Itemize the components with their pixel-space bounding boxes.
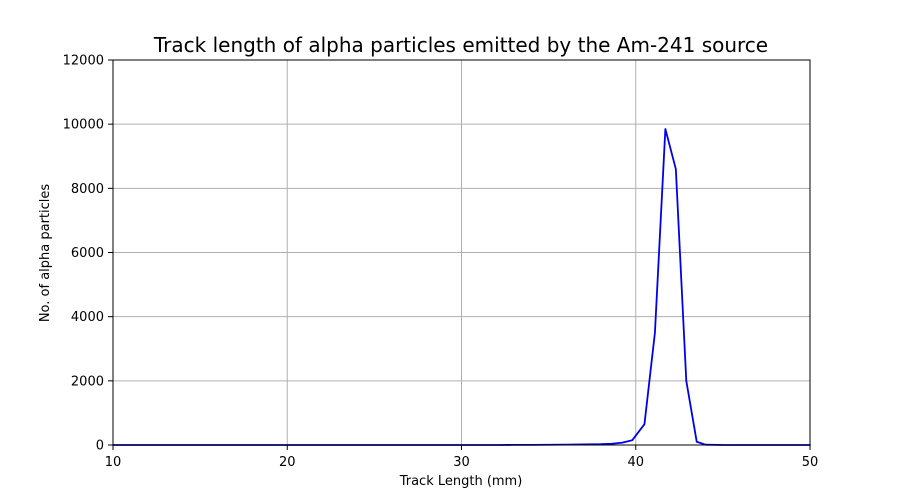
y-tick-label-2: 4000 <box>71 310 104 325</box>
grid-lines <box>112 59 811 446</box>
y-tick-label-1: 2000 <box>71 374 104 389</box>
x-tick-label-1: 20 <box>279 455 296 470</box>
tick-layer: 10 20 30 40 50 0 2000 4000 6000 8000 10000 12000 <box>63 54 819 471</box>
x-axis-label: Track Length (mm) <box>399 474 523 489</box>
chart-title: Track length of alpha particles emitted … <box>153 33 768 57</box>
x-tick-label-2: 30 <box>453 455 470 470</box>
y-axis-label: No. of alpha particles <box>38 184 53 323</box>
x-tick-label-0: 10 <box>105 455 122 470</box>
x-tick-label-4: 50 <box>802 455 819 470</box>
y-tick-label-6: 12000 <box>63 54 104 69</box>
y-tick-label-0: 0 <box>96 439 104 454</box>
x-tick-label-3: 40 <box>627 455 644 470</box>
y-tick-label-3: 6000 <box>71 246 104 261</box>
y-tick-label-5: 10000 <box>63 118 104 133</box>
y-tick-label-4: 8000 <box>71 182 104 197</box>
